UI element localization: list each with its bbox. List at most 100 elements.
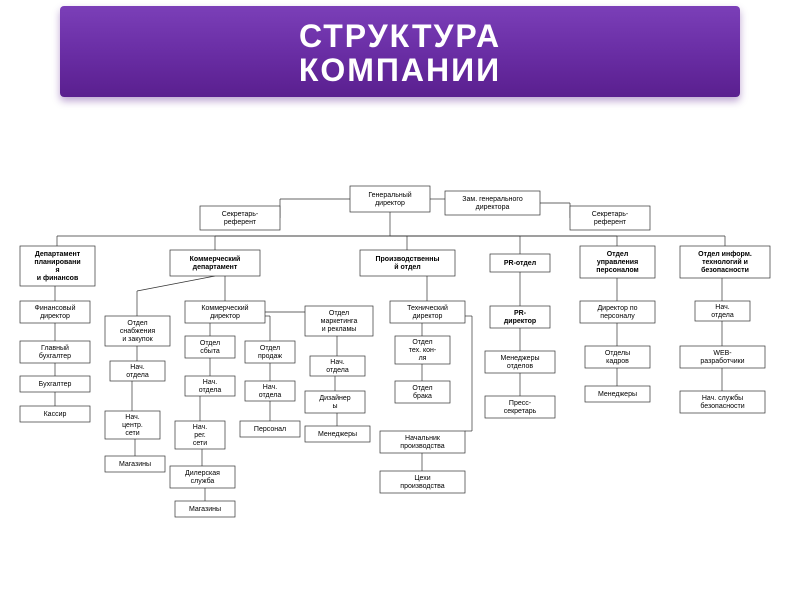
svg-text:директор: директор bbox=[375, 200, 405, 207]
org-node-cp: Цехипроизводства bbox=[380, 471, 465, 493]
svg-text:Менеджеры: Менеджеры bbox=[598, 391, 637, 398]
svg-text:PR-отдел: PR-отдел bbox=[504, 260, 536, 267]
svg-text:производства: производства bbox=[400, 483, 445, 490]
svg-text:и закупок: и закупок bbox=[122, 336, 153, 343]
svg-text:сбыта: сбыта bbox=[200, 347, 220, 355]
svg-text:тех. кон-: тех. кон- bbox=[409, 347, 437, 354]
svg-text:Производственны: Производственны bbox=[376, 256, 440, 263]
title-line1: СТРУКТУРА bbox=[60, 20, 740, 54]
svg-text:отдела: отдела bbox=[199, 387, 222, 394]
svg-text:сети: сети bbox=[125, 430, 139, 437]
org-node-ncs: Нач.центр.сети bbox=[105, 411, 160, 439]
org-node-mag2: Магазины bbox=[175, 501, 235, 517]
svg-text:технологий и: технологий и bbox=[702, 258, 748, 266]
svg-text:брака: брака bbox=[413, 392, 432, 400]
svg-text:Нач. службы: Нач. службы bbox=[702, 394, 743, 402]
svg-text:Отдел: Отдел bbox=[200, 340, 220, 347]
svg-text:я: я bbox=[55, 267, 59, 274]
org-node-sr1: Секретарь-референт bbox=[200, 206, 280, 230]
org-node-td: Техническийдиректор bbox=[390, 301, 465, 323]
svg-text:и финансов: и финансов bbox=[37, 275, 79, 282]
org-node-des: Дизайнеры bbox=[305, 391, 365, 413]
svg-text:Нач.: Нач. bbox=[263, 384, 277, 391]
svg-text:безопасности: безопасности bbox=[701, 266, 749, 274]
svg-text:референт: референт bbox=[224, 219, 257, 226]
svg-text:Главный: Главный bbox=[41, 344, 69, 352]
org-node-web: WEB-разработчики bbox=[680, 346, 765, 368]
org-node-oup: Отделуправленияперсоналом bbox=[580, 246, 655, 278]
svg-text:отдела: отдела bbox=[326, 367, 349, 374]
svg-text:й отдел: й отдел bbox=[394, 263, 420, 271]
svg-text:Директор по: Директор по bbox=[597, 305, 637, 312]
svg-text:разработчики: разработчики bbox=[700, 357, 744, 365]
svg-text:Финансовый: Финансовый bbox=[35, 304, 76, 312]
svg-text:планировани: планировани bbox=[34, 259, 80, 266]
org-node-buh: Бухгалтер bbox=[20, 376, 90, 392]
svg-text:директора: директора bbox=[476, 204, 510, 211]
svg-text:Дизайнер: Дизайнер bbox=[319, 394, 350, 402]
svg-text:директор: директор bbox=[504, 318, 536, 325]
svg-text:директор: директор bbox=[210, 313, 240, 320]
svg-text:Секретарь-: Секретарь- bbox=[222, 211, 259, 218]
org-node-ps: Пресс-секретарь bbox=[485, 396, 555, 418]
org-node-osz: Отделснабженияи закупок bbox=[105, 316, 170, 346]
svg-text:Коммерческий: Коммерческий bbox=[190, 255, 241, 263]
svg-text:Секретарь-: Секретарь- bbox=[592, 211, 629, 218]
org-node-no_it: Нач.отдела bbox=[695, 301, 750, 321]
title-line2: КОМПАНИИ bbox=[60, 54, 740, 88]
org-node-pers: Персонал bbox=[240, 421, 300, 437]
org-node-kd: Коммерческийдепартамент bbox=[170, 250, 260, 276]
svg-text:и рекламы: и рекламы bbox=[322, 326, 357, 333]
org-node-nrs: Нач.рег.сети bbox=[175, 421, 225, 449]
svg-text:Нач.: Нач. bbox=[715, 304, 729, 311]
title-banner: СТРУКТУРА КОМПАНИИ bbox=[60, 6, 740, 97]
svg-text:Отдел: Отдел bbox=[260, 345, 280, 352]
org-node-mo: Менеджерыотделов bbox=[485, 351, 555, 373]
svg-text:Отдел: Отдел bbox=[329, 310, 349, 317]
svg-text:продаж: продаж bbox=[258, 353, 282, 360]
org-node-osbit: Отделсбыта bbox=[185, 336, 235, 358]
org-node-otk: Отделтех. кон-ля bbox=[395, 336, 450, 364]
svg-text:отдела: отдела bbox=[711, 312, 734, 319]
svg-text:Отдел: Отдел bbox=[412, 339, 432, 346]
svg-text:Департамент: Департамент bbox=[35, 251, 81, 258]
org-node-no_osz: Нач.отдела bbox=[110, 361, 165, 381]
svg-text:рег.: рег. bbox=[194, 432, 205, 439]
org-node-np: Начальникпроизводства bbox=[380, 431, 465, 453]
svg-text:отдела: отдела bbox=[126, 372, 149, 379]
svg-text:Отделы: Отделы bbox=[605, 350, 630, 357]
svg-text:Бухгалтер: Бухгалтер bbox=[39, 381, 72, 388]
svg-text:управления: управления bbox=[597, 259, 638, 266]
org-node-opr: Отделпродаж bbox=[245, 341, 295, 363]
svg-text:персоналу: персоналу bbox=[600, 313, 635, 320]
svg-text:отделов: отделов bbox=[507, 363, 534, 370]
svg-text:снабжения: снабжения bbox=[120, 327, 156, 335]
svg-text:безопасности: безопасности bbox=[700, 402, 744, 410]
org-node-nsb: Нач. службыбезопасности bbox=[680, 391, 765, 413]
svg-text:маркетинга: маркетинга bbox=[321, 318, 358, 325]
svg-text:департамент: департамент bbox=[193, 264, 238, 271]
org-node-ok: Отделыкадров bbox=[585, 346, 650, 368]
svg-text:секретарь: секретарь bbox=[504, 408, 537, 415]
org-node-no_mr: Нач.отдела bbox=[310, 356, 365, 376]
svg-text:бухгалтер: бухгалтер bbox=[39, 352, 71, 360]
org-node-po: Производственный отдел bbox=[360, 250, 455, 276]
org-node-dp: Директор поперсоналу bbox=[580, 301, 655, 323]
org-node-sr2: Секретарь-референт bbox=[570, 206, 650, 230]
svg-text:Дилерская: Дилерская bbox=[185, 470, 220, 477]
svg-text:отдела: отдела bbox=[259, 392, 282, 399]
org-node-kas: Кассир bbox=[20, 406, 90, 422]
svg-text:директор: директор bbox=[40, 313, 70, 320]
org-node-men_mr: Менеджеры bbox=[305, 426, 370, 442]
org-node-prd: PR-директор bbox=[490, 306, 550, 328]
svg-text:персоналом: персоналом bbox=[596, 267, 638, 274]
org-node-obr: Отделбрака bbox=[395, 381, 450, 403]
svg-text:Генеральный: Генеральный bbox=[368, 191, 411, 199]
org-node-no_sb: Нач.отдела bbox=[185, 376, 235, 396]
org-node-ds: Дилерскаяслужба bbox=[170, 466, 235, 488]
svg-text:Отдел информ.: Отдел информ. bbox=[698, 251, 752, 258]
svg-text:Менеджеры: Менеджеры bbox=[501, 355, 540, 362]
org-node-gd: Генеральныйдиректор bbox=[350, 186, 430, 212]
svg-text:ля: ля bbox=[419, 355, 427, 362]
org-node-zam: Зам. генеральногодиректора bbox=[445, 191, 540, 215]
